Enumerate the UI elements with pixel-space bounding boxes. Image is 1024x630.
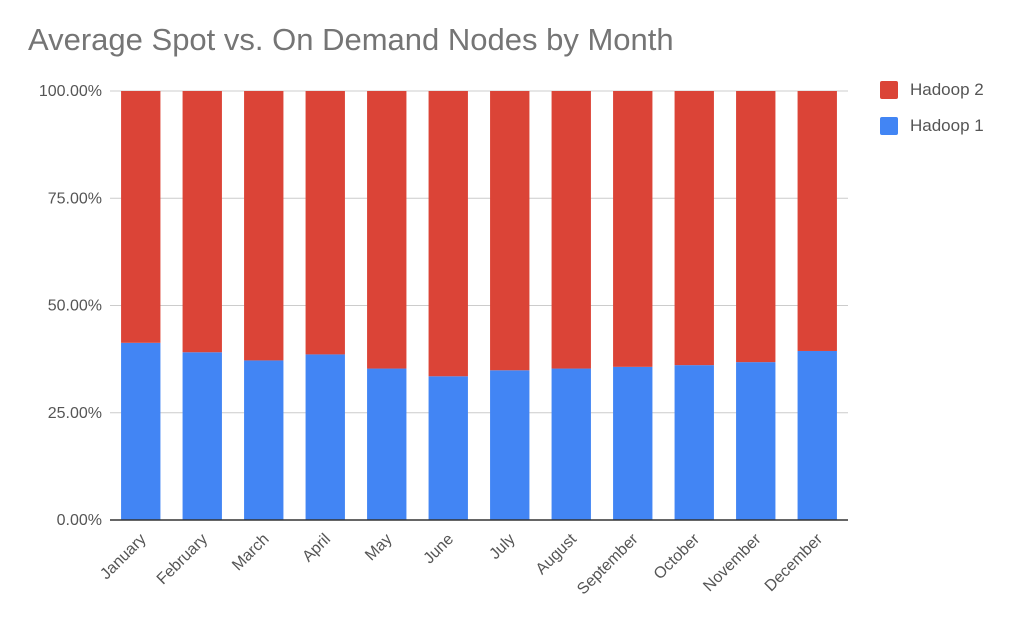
bar-hadoop-2-february[interactable]	[182, 91, 222, 353]
bar-hadoop-1-february[interactable]	[182, 352, 222, 520]
bar-hadoop-1-december[interactable]	[797, 350, 837, 520]
x-tick-label: March	[229, 531, 272, 574]
bar-hadoop-2-april[interactable]	[305, 91, 345, 355]
bar-hadoop-1-november[interactable]	[736, 362, 776, 520]
y-tick-label: 50.00%	[48, 298, 102, 315]
legend-swatch-hadoop-1	[880, 117, 898, 135]
bar-hadoop-2-june[interactable]	[428, 91, 468, 377]
legend-item-hadoop-1[interactable]: Hadoop 1	[880, 114, 984, 138]
x-tick-label: December	[762, 530, 827, 595]
x-tick-label: October	[651, 530, 704, 583]
x-tick-label: August	[533, 530, 581, 578]
bar-hadoop-1-march[interactable]	[244, 360, 284, 520]
x-tick-label: July	[486, 531, 518, 563]
x-tick-label: January	[97, 531, 149, 583]
x-tick-label: November	[700, 530, 765, 595]
y-tick-label: 25.00%	[48, 405, 102, 422]
bar-hadoop-2-september[interactable]	[613, 91, 653, 367]
bar-hadoop-2-january[interactable]	[121, 91, 161, 343]
bar-hadoop-1-april[interactable]	[305, 354, 345, 520]
legend-item-hadoop-2[interactable]: Hadoop 2	[880, 78, 984, 102]
bar-hadoop-2-november[interactable]	[736, 91, 776, 363]
y-tick-label: 0.00%	[57, 512, 102, 529]
bar-hadoop-1-october[interactable]	[674, 365, 714, 520]
x-tick-label: June	[421, 531, 458, 568]
legend-label-hadoop-2: Hadoop 2	[910, 80, 984, 99]
bar-hadoop-2-may[interactable]	[367, 91, 407, 369]
x-tick-label: February	[154, 531, 211, 588]
x-tick-label: April	[299, 531, 334, 566]
bar-hadoop-2-july[interactable]	[490, 91, 530, 371]
legend-label-hadoop-1: Hadoop 1	[910, 116, 984, 135]
x-tick-label: May	[362, 531, 395, 564]
legend-swatch-hadoop-2	[880, 81, 898, 99]
bar-hadoop-1-july[interactable]	[490, 370, 530, 520]
bar-hadoop-1-september[interactable]	[613, 366, 653, 520]
bar-hadoop-1-june[interactable]	[428, 376, 468, 520]
bar-hadoop-1-january[interactable]	[121, 342, 161, 520]
bar-hadoop-2-october[interactable]	[674, 91, 714, 366]
bar-hadoop-2-december[interactable]	[797, 91, 837, 351]
bar-hadoop-2-march[interactable]	[244, 91, 284, 361]
chart-legend: Hadoop 2 Hadoop 1	[880, 78, 984, 150]
x-tick-label: September	[574, 530, 642, 598]
y-tick-label: 75.00%	[48, 190, 102, 207]
bar-hadoop-1-may[interactable]	[367, 368, 407, 520]
bar-hadoop-2-august[interactable]	[551, 91, 591, 369]
y-tick-label: 100.00%	[39, 83, 102, 100]
bar-hadoop-1-august[interactable]	[551, 368, 591, 520]
chart-title: Average Spot vs. On Demand Nodes by Mont…	[28, 22, 674, 57]
